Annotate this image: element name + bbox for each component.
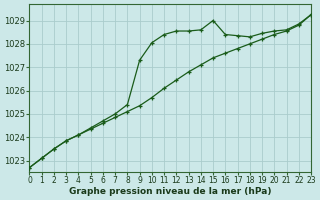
X-axis label: Graphe pression niveau de la mer (hPa): Graphe pression niveau de la mer (hPa) <box>69 187 271 196</box>
